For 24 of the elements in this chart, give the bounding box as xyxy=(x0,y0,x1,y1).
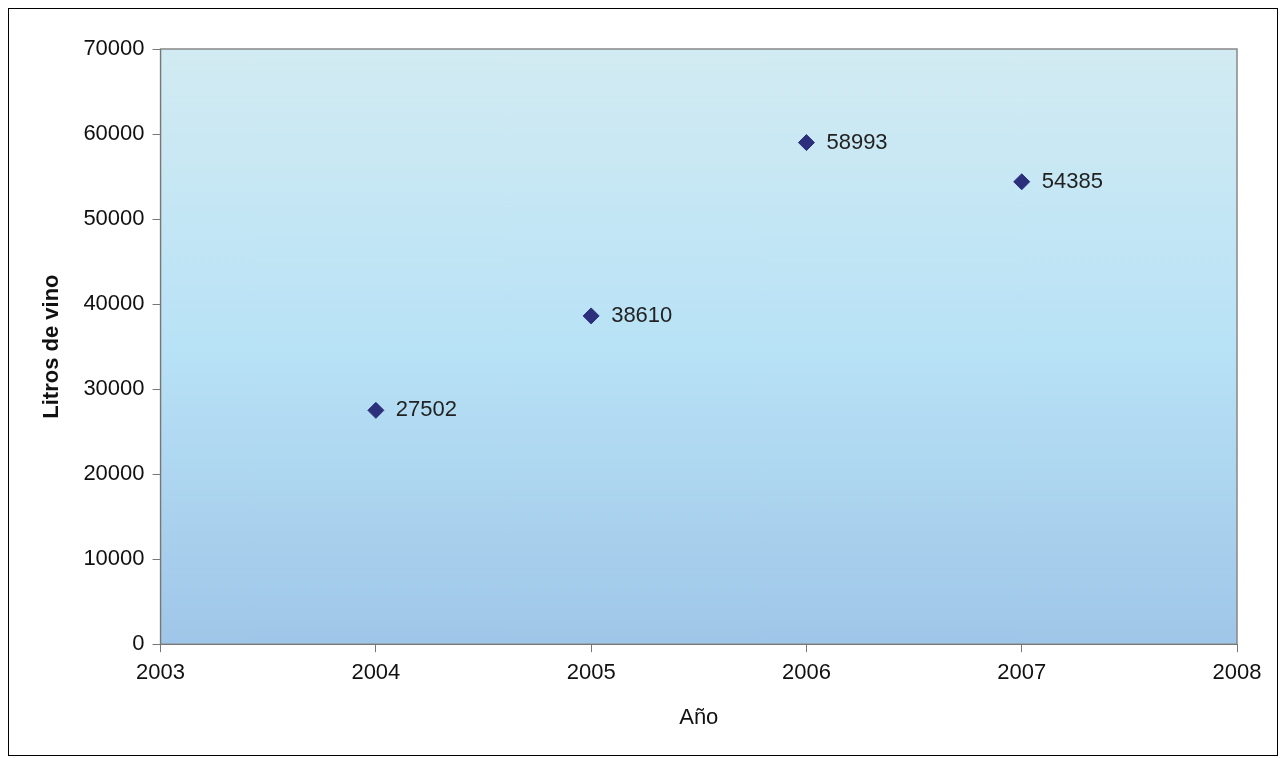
y-axis-title: Litros de vino xyxy=(38,274,64,419)
y-tick-label: 20000 xyxy=(83,460,145,486)
point xyxy=(1013,173,1031,191)
point xyxy=(797,134,815,152)
y-tick-label: 0 xyxy=(132,630,145,656)
data-label: 27502 xyxy=(395,396,458,422)
x-tick-label: 2007 xyxy=(997,659,1047,685)
y-tick-label: 60000 xyxy=(83,120,145,146)
y-tick-label: 70000 xyxy=(83,35,145,61)
point xyxy=(367,401,385,419)
data-label: 54385 xyxy=(1041,167,1103,193)
y-tick-label: 30000 xyxy=(83,375,145,401)
y-tick-label: 10000 xyxy=(83,545,145,571)
x-tick-label: 2006 xyxy=(781,659,831,685)
y-tick-label: 50000 xyxy=(83,205,145,231)
y-tick-label: 40000 xyxy=(83,290,145,316)
x-axis-title: Año xyxy=(679,703,719,729)
data-label: 38610 xyxy=(611,301,673,327)
x-tick-label: 2005 xyxy=(566,659,616,685)
point xyxy=(582,307,600,325)
x-tick-label: 2008 xyxy=(1212,659,1262,685)
x-tick-label: 2004 xyxy=(351,659,401,685)
data-label: 58993 xyxy=(826,128,888,154)
x-tick-label: 2003 xyxy=(136,659,186,685)
